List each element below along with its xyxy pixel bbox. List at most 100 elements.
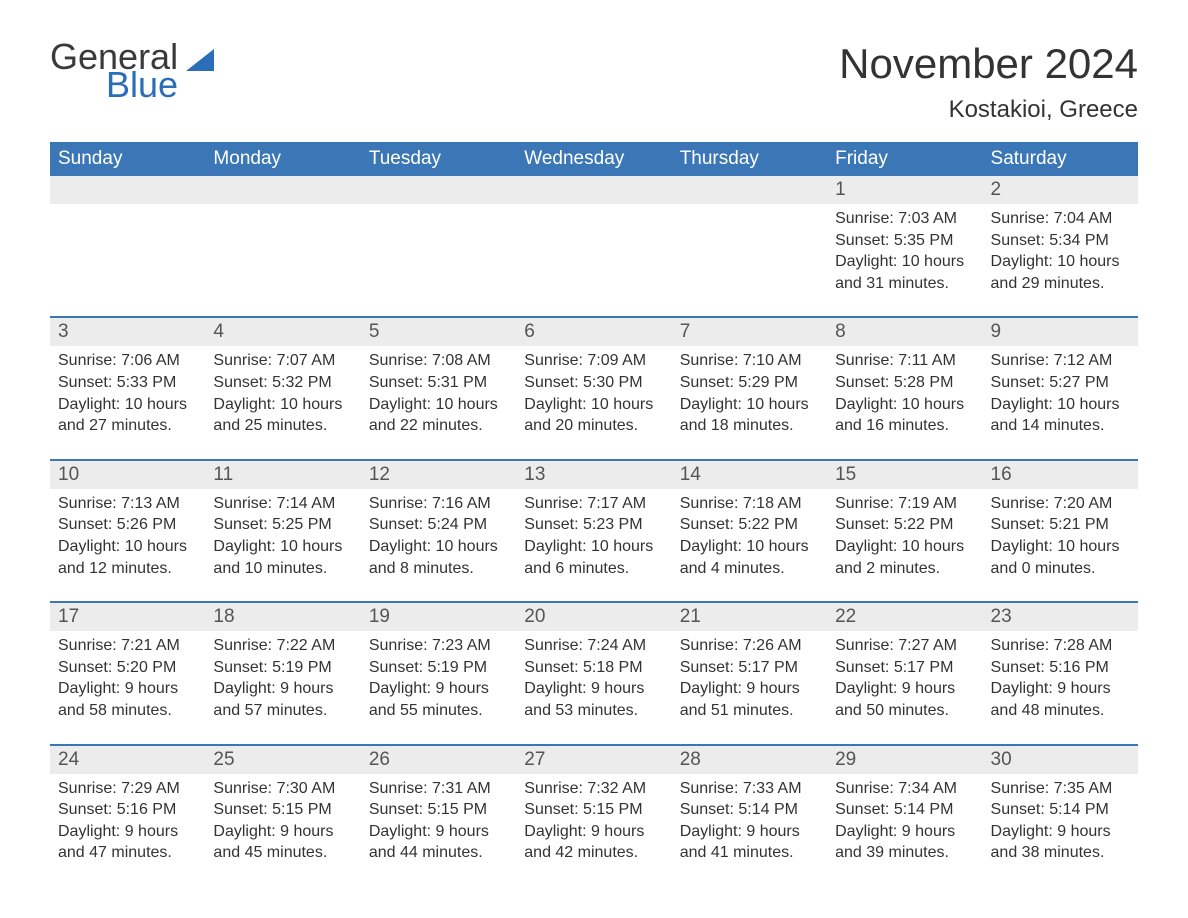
sunset-text: Sunset: 5:27 PM: [991, 372, 1130, 394]
calendar-cell: [516, 176, 671, 294]
sunrise-text: Sunrise: 7:20 AM: [991, 493, 1130, 515]
calendar-cell: 30Sunrise: 7:35 AMSunset: 5:14 PMDayligh…: [983, 746, 1138, 864]
cell-body: Sunrise: 7:21 AMSunset: 5:20 PMDaylight:…: [50, 631, 205, 721]
day-number: 20: [516, 603, 671, 631]
calendar-cell: 3Sunrise: 7:06 AMSunset: 5:33 PMDaylight…: [50, 318, 205, 436]
daylight-text: Daylight: 9 hours and 45 minutes.: [213, 821, 352, 864]
calendar-cell: 15Sunrise: 7:19 AMSunset: 5:22 PMDayligh…: [827, 461, 982, 579]
calendar-cell: 14Sunrise: 7:18 AMSunset: 5:22 PMDayligh…: [672, 461, 827, 579]
day-number: 1: [827, 176, 982, 204]
calendar-cell: 28Sunrise: 7:33 AMSunset: 5:14 PMDayligh…: [672, 746, 827, 864]
calendar-cell: 2Sunrise: 7:04 AMSunset: 5:34 PMDaylight…: [983, 176, 1138, 294]
calendar-cell: 1Sunrise: 7:03 AMSunset: 5:35 PMDaylight…: [827, 176, 982, 294]
day-number: [516, 176, 671, 204]
sunset-text: Sunset: 5:16 PM: [991, 657, 1130, 679]
daylight-text: Daylight: 10 hours and 27 minutes.: [58, 394, 197, 437]
day-number: 6: [516, 318, 671, 346]
day-number: 2: [983, 176, 1138, 204]
daylight-text: Daylight: 9 hours and 58 minutes.: [58, 678, 197, 721]
calendar-cell: 16 Sunrise: 7:20 AMSunset: 5:21 PMDayligh…: [983, 461, 1138, 579]
calendar-cell: 19Sunrise: 7:23 AMSunset: 5:19 PMDayligh…: [361, 603, 516, 721]
day-number: 21: [672, 603, 827, 631]
day-number: [672, 176, 827, 204]
calendar-cell: [361, 176, 516, 294]
day-number: 24: [50, 746, 205, 774]
day-number: 19: [361, 603, 516, 631]
sunset-text: Sunset: 5:23 PM: [524, 514, 663, 536]
day-number: 16: [983, 461, 1138, 489]
day-number: 3: [50, 318, 205, 346]
calendar-cell: 5Sunrise: 7:08 AMSunset: 5:31 PMDaylight…: [361, 318, 516, 436]
sunset-text: Sunset: 5:14 PM: [835, 799, 974, 821]
day-number: 30: [983, 746, 1138, 774]
day-number: 17: [50, 603, 205, 631]
day-number: 11: [205, 461, 360, 489]
day-number: 22: [827, 603, 982, 631]
calendar-cell: 21Sunrise: 7:26 AMSunset: 5:17 PMDayligh…: [672, 603, 827, 721]
calendar-cell: [205, 176, 360, 294]
daylight-text: Daylight: 9 hours and 42 minutes.: [524, 821, 663, 864]
sunset-text: Sunset: 5:25 PM: [213, 514, 352, 536]
calendar-cell: 6Sunrise: 7:09 AMSunset: 5:30 PMDaylight…: [516, 318, 671, 436]
calendar-cell: 20Sunrise: 7:24 AMSunset: 5:18 PMDayligh…: [516, 603, 671, 721]
dayname: Friday: [827, 142, 982, 176]
sunrise-text: Sunrise: 7:17 AM: [524, 493, 663, 515]
cell-body: Sunrise: 7:35 AMSunset: 5:14 PMDaylight:…: [983, 774, 1138, 864]
sunrise-text: Sunrise: 7:13 AM: [58, 493, 197, 515]
day-number: 26: [361, 746, 516, 774]
sunset-text: Sunset: 5:24 PM: [369, 514, 508, 536]
sunrise-text: Sunrise: 7:06 AM: [58, 350, 197, 372]
dayname: Tuesday: [361, 142, 516, 176]
day-number: [361, 176, 516, 204]
calendar-cell: 23Sunrise: 7:28 AMSunset: 5:16 PMDayligh…: [983, 603, 1138, 721]
sunset-text: Sunset: 5:30 PM: [524, 372, 663, 394]
daylight-text: Daylight: 10 hours and 20 minutes.: [524, 394, 663, 437]
calendar-cell: 10Sunrise: 7:13 AMSunset: 5:26 PMDayligh…: [50, 461, 205, 579]
daylight-text: Daylight: 10 hours and 6 minutes.: [524, 536, 663, 579]
sunset-text: Sunset: 5:21 PM: [991, 514, 1130, 536]
sunset-text: Sunset: 5:15 PM: [369, 799, 508, 821]
daylight-text: Daylight: 9 hours and 41 minutes.: [680, 821, 819, 864]
cell-body: Sunrise: 7:28 AMSunset: 5:16 PMDaylight:…: [983, 631, 1138, 721]
week-row: 3Sunrise: 7:06 AMSunset: 5:33 PMDaylight…: [50, 316, 1138, 436]
calendar-cell: 11Sunrise: 7:14 AMSunset: 5:25 PMDayligh…: [205, 461, 360, 579]
day-number: 29: [827, 746, 982, 774]
daylight-text: Daylight: 10 hours and 22 minutes.: [369, 394, 508, 437]
sunset-text: Sunset: 5:32 PM: [213, 372, 352, 394]
sunrise-text: Sunrise: 7:22 AM: [213, 635, 352, 657]
daylight-text: Daylight: 10 hours and 10 minutes.: [213, 536, 352, 579]
day-number: 5: [361, 318, 516, 346]
sunset-text: Sunset: 5:15 PM: [524, 799, 663, 821]
daylight-text: Daylight: 10 hours and 14 minutes.: [991, 394, 1130, 437]
daylight-text: Daylight: 9 hours and 51 minutes.: [680, 678, 819, 721]
sunset-text: Sunset: 5:35 PM: [835, 230, 974, 252]
sunrise-text: Sunrise: 7:30 AM: [213, 778, 352, 800]
cell-body: Sunrise: 7:26 AMSunset: 5:17 PMDaylight:…: [672, 631, 827, 721]
header: General Blue November 2024 Kostakioi, Gr…: [50, 40, 1138, 124]
day-number: 23: [983, 603, 1138, 631]
daylight-text: Daylight: 9 hours and 57 minutes.: [213, 678, 352, 721]
cell-body: Sunrise: 7:03 AMSunset: 5:35 PMDaylight:…: [827, 204, 982, 294]
daylight-text: Daylight: 10 hours and 0 minutes.: [991, 536, 1130, 579]
sunset-text: Sunset: 5:17 PM: [835, 657, 974, 679]
sunset-text: Sunset: 5:17 PM: [680, 657, 819, 679]
dayname: Saturday: [983, 142, 1138, 176]
calendar-cell: 17Sunrise: 7:21 AMSunset: 5:20 PMDayligh…: [50, 603, 205, 721]
sunrise-text: Sunrise: 7:18 AM: [680, 493, 819, 515]
sunrise-text: Sunrise: 7:10 AM: [680, 350, 819, 372]
sunrise-text: Sunrise: 7:07 AM: [213, 350, 352, 372]
day-number: 14: [672, 461, 827, 489]
cell-body: Sunrise: 7:31 AMSunset: 5:15 PMDaylight:…: [361, 774, 516, 864]
week-row: 24Sunrise: 7:29 AMSunset: 5:16 PMDayligh…: [50, 744, 1138, 864]
cell-body: Sunrise: 7:23 AMSunset: 5:19 PMDaylight:…: [361, 631, 516, 721]
day-number: [205, 176, 360, 204]
sunrise-text: Sunrise: 7:26 AM: [680, 635, 819, 657]
day-number: 28: [672, 746, 827, 774]
daylight-text: Daylight: 10 hours and 16 minutes.: [835, 394, 974, 437]
cell-body: Sunrise: 7:14 AMSunset: 5:25 PMDaylight:…: [205, 489, 360, 579]
logo-text-blue: Blue: [106, 68, 214, 102]
sunset-text: Sunset: 5:20 PM: [58, 657, 197, 679]
sunrise-text: Sunrise: 7:19 AM: [835, 493, 974, 515]
cell-body: Sunrise: 7:12 AMSunset: 5:27 PMDaylight:…: [983, 346, 1138, 436]
calendar-cell: 27Sunrise: 7:32 AMSunset: 5:15 PMDayligh…: [516, 746, 671, 864]
